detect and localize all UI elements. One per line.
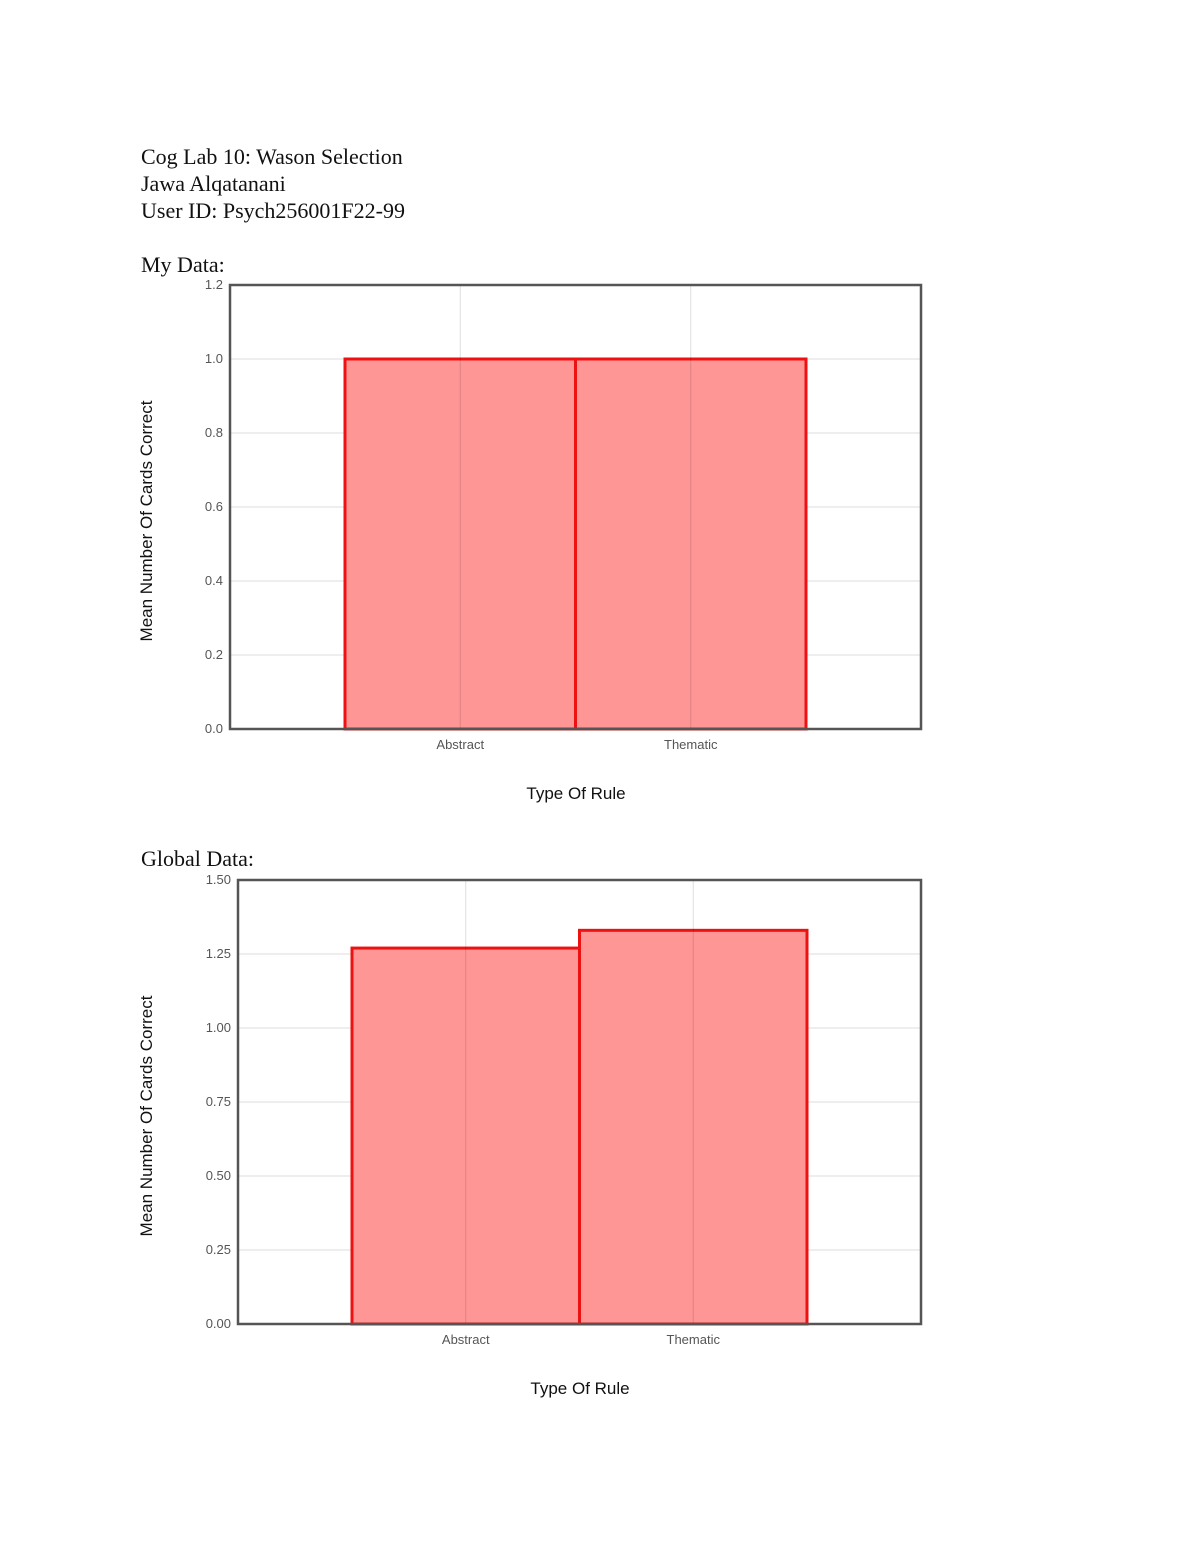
plot-frame [236,878,923,1326]
my-data-heading: My Data: [141,252,225,277]
bar-thematic [574,357,808,731]
y-tick-label: 0.0 [205,721,223,736]
x-tick-label: Abstract [442,1332,490,1347]
y-axis-title: Mean Number Of Cards Correct [137,995,156,1236]
y-tick-label: 0.00 [206,1316,231,1331]
y-tick-label: 0.4 [205,573,223,588]
bar-abstract [350,946,581,1326]
plot-frame [228,283,923,731]
document-title: Cog Lab 10: Wason Selection [141,144,403,169]
y-tick-label: 1.50 [206,872,231,887]
y-axis-title: Mean Number Of Cards Correct [137,400,156,641]
x-tick-label: Thematic [664,737,718,752]
my-data-chart: 0.0 0.2 0.4 0.6 0.8 1.0 1.2 Abstract Thematic Typ… [137,277,923,803]
y-tick-label: 0.2 [205,647,223,662]
bar-thematic [578,928,809,1326]
y-tick-label: 0.75 [206,1094,231,1109]
y-tick-label: 1.00 [206,1020,231,1035]
user-id: User ID: Psych256001F22-99 [141,198,405,223]
y-tick-label: 1.2 [205,277,223,292]
x-tick-label: Abstract [436,737,484,752]
y-tick-label: 0.8 [205,425,223,440]
y-tick-label: 0.25 [206,1242,231,1257]
y-tick-label: 0.6 [205,499,223,514]
author-name: Jawa Alqatanani [141,171,286,196]
y-tick-label: 0.50 [206,1168,231,1183]
x-tick-label: Thematic [667,1332,721,1347]
global-data-chart: 0.00 0.25 0.50 0.75 1.00 1.25 1.50 Abstract Them… [137,872,923,1398]
x-axis-title: Type Of Rule [526,784,625,803]
x-axis-title: Type Of Rule [530,1379,629,1398]
y-tick-label: 1.25 [206,946,231,961]
global-data-heading: Global Data: [141,846,255,871]
y-tick-label: 1.0 [205,351,223,366]
